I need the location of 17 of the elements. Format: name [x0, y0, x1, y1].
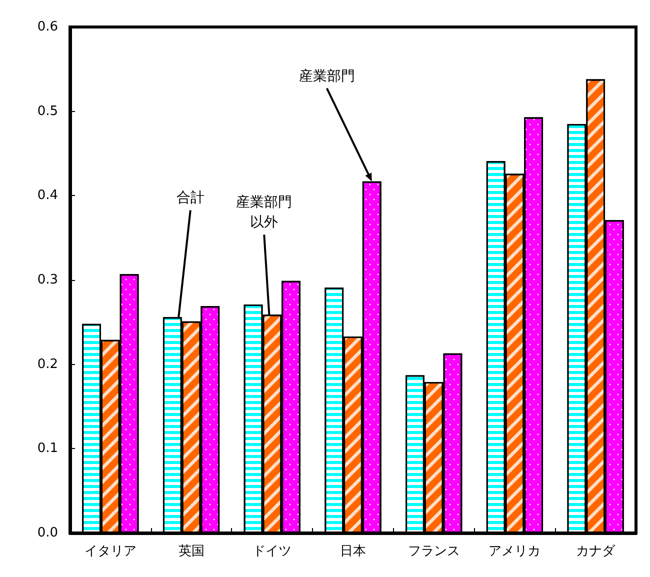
- x-tick-label: ドイツ: [252, 544, 292, 559]
- y-tick-label: 0.1: [37, 441, 58, 456]
- x-tick-label: 日本: [340, 544, 366, 559]
- x-tick-label: フランス: [408, 544, 460, 559]
- y-tick-label: 0.6: [37, 20, 58, 34]
- x-tick-label: 英国: [178, 544, 204, 559]
- x-tick-label: カナダ: [576, 544, 616, 559]
- text: 産業部門以外: [236, 194, 292, 231]
- y-tick-label: 0.5: [37, 104, 58, 119]
- text: 産業部門: [298, 68, 355, 84]
- x-tick-label: イタリア: [84, 544, 136, 559]
- y-tick-label: 0.0: [37, 526, 58, 540]
- y-tick-label: 0.2: [37, 356, 58, 372]
- y-tick-label: 0.3: [37, 272, 58, 288]
- x-tick-label: アメリカ: [488, 544, 541, 559]
- text: 合計: [176, 190, 204, 206]
- y-tick-label: 0.4: [37, 188, 58, 204]
